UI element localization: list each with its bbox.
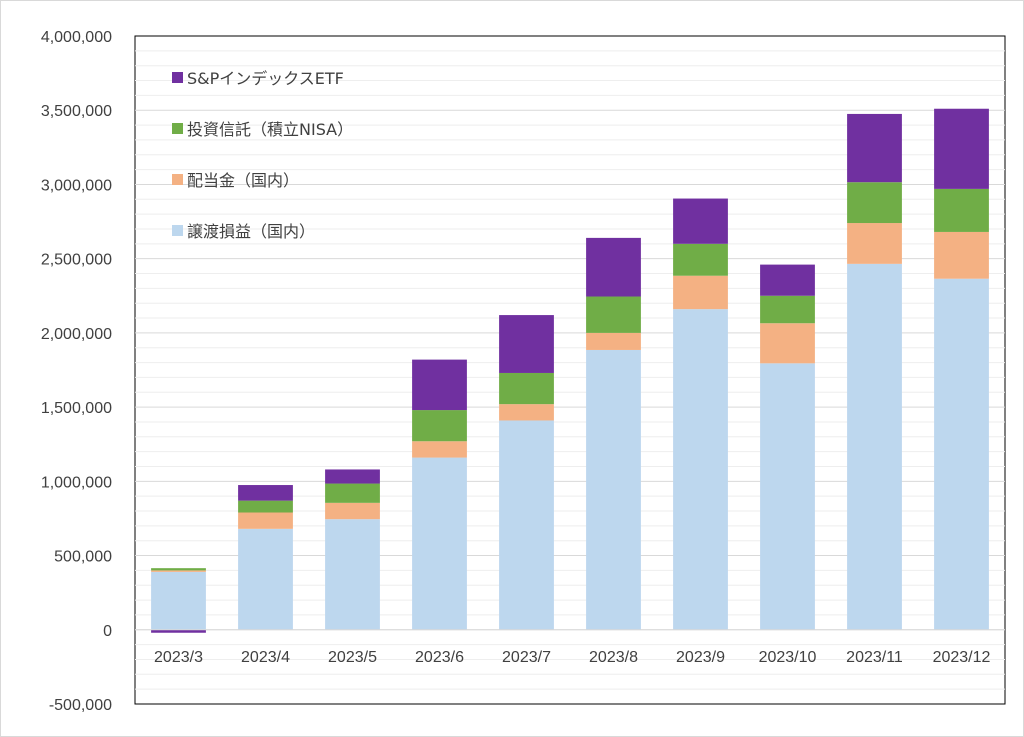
legend-swatch [172,225,183,236]
x-tick-label: 2023/9 [676,649,725,666]
bar-segment [847,182,902,224]
bar-segment [934,278,989,630]
bar-segment [847,113,902,183]
x-tick-label: 2023/10 [759,649,817,666]
plot-area-border [134,35,1006,705]
x-tick-label: 2023/5 [328,649,377,666]
legend-swatch [172,123,183,134]
bar-segment [760,264,815,296]
x-tick-label: 2023/11 [846,649,903,666]
bar-segment [238,500,293,513]
bar-segment [847,223,902,264]
legend-swatch [172,174,183,185]
bar-segment [238,485,293,501]
y-tick-label: 2,500,000 [41,252,112,269]
bar-segment [325,469,380,484]
x-tick-label: 2023/12 [933,649,991,666]
bar-segment [673,243,728,276]
bar-segment [760,295,815,324]
bar-segment [325,519,380,630]
legend-swatch [172,72,183,83]
x-tick-label: 2023/8 [589,649,638,666]
bar-segment [499,372,554,405]
bar-segment [586,237,641,297]
bar-segment [412,359,467,411]
bar-segment [760,323,815,364]
y-tick-label: 3,000,000 [41,177,112,194]
x-tick-label: 2023/4 [241,649,290,666]
y-tick-label: -500,000 [49,697,112,714]
bar-segment [412,457,467,630]
bar-segment [673,275,728,310]
bar-segment [151,570,206,572]
bar-segment [760,363,815,630]
bar-segment [499,315,554,373]
legend-label: 配当金（国内） [187,171,299,190]
bar-segment [586,332,641,350]
bar-segment [673,309,728,630]
bar-segment [934,188,989,232]
legend-label: S&PインデックスETF [187,69,344,88]
bar-segment [412,441,467,458]
bar-segment [499,420,554,630]
bar-segment [934,231,989,279]
y-tick-label: 0 [103,623,112,640]
bar-segment [847,263,902,630]
bar-segment [325,483,380,503]
bar-segment [151,629,206,633]
y-tick-label: 2,000,000 [41,326,112,343]
bar-segment [586,296,641,333]
y-axis-tick-labels: 4,000,000 3,500,000 3,000,000 2,500,000 2,00… [41,29,112,714]
legend: S&PインデックスETF 投資信託（積立NISA） 配当金（国内） 譲渡損益（国内） [172,69,353,241]
x-tick-label: 2023/7 [502,649,551,666]
bar-segment [151,568,206,571]
bar-segment [499,404,554,421]
bar-segment [238,528,293,630]
bars [151,108,989,633]
x-tick-label: 2023/3 [154,649,203,666]
y-tick-label: 4,000,000 [41,29,112,46]
y-tick-label: 3,500,000 [41,103,112,120]
y-tick-label: 500,000 [54,549,112,566]
x-axis-tick-labels: 2023/3 2023/4 2023/5 2023/6 2023/7 2023/8 2023… [154,649,990,666]
bar-segment [238,512,293,529]
bar-segment [325,502,380,520]
bar-segment [412,410,467,442]
legend-label: 投資信託（積立NISA） [187,120,353,139]
legend-label: 譲渡損益（国内） [187,222,315,241]
x-tick-label: 2023/6 [415,649,464,666]
bar-segment [151,571,206,630]
bar-segment [934,108,989,189]
y-tick-label: 1,500,000 [41,400,112,417]
bar-segment [673,198,728,244]
bar-segment [586,349,641,630]
y-tick-label: 1,000,000 [41,474,112,491]
